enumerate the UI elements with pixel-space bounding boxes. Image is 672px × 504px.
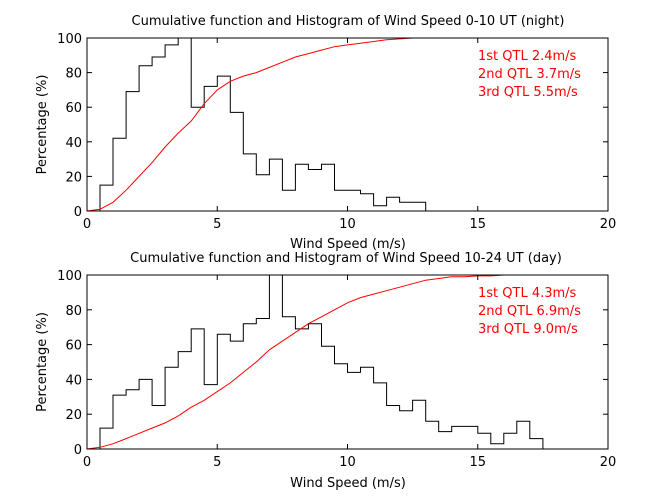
y-tick-label: 20 <box>65 170 82 185</box>
quartile-2-label: 2nd QTL 6.9m/s <box>478 304 581 319</box>
series-histogram <box>99 37 427 211</box>
x-tick-label: 20 <box>600 455 617 470</box>
series-cumulative-function <box>86 274 608 450</box>
axis-ticks: 0 5 10 15 20 0 20 40 60 80 100 <box>57 32 616 232</box>
y-tick-label: 80 <box>65 67 82 82</box>
chart-marks <box>86 274 608 450</box>
plot-area <box>87 275 608 449</box>
y-axis-label: Percentage (%) <box>35 75 50 175</box>
y-axis-label: Percentage (%) <box>35 312 50 412</box>
x-tick-label: 0 <box>83 217 91 232</box>
chart-day: Cumulative function and Histogram of Win… <box>35 251 616 491</box>
x-tick-label: 5 <box>213 455 221 470</box>
plot-area <box>87 38 608 211</box>
quartile-3-label: 3rd QTL 9.0m/s <box>478 322 578 337</box>
series-histogram <box>99 274 544 449</box>
y-tick-label: 20 <box>65 408 82 423</box>
x-axis-label: Wind Speed (m/s) <box>290 237 406 252</box>
y-tick-label: 60 <box>65 101 82 116</box>
y-tick-label: 40 <box>65 373 82 388</box>
x-tick-label: 10 <box>339 455 356 470</box>
chart-title: Cumulative function and Histogram of Win… <box>130 251 562 266</box>
y-tick-label: 60 <box>65 339 82 354</box>
y-tick-label: 40 <box>65 136 82 151</box>
quartile-1-label: 1st QTL 2.4m/s <box>478 49 577 64</box>
x-tick-label: 15 <box>469 217 486 232</box>
quartile-3-label: 3rd QTL 5.5m/s <box>478 85 578 100</box>
y-tick-label: 100 <box>57 269 82 284</box>
x-axis-label: Wind Speed (m/s) <box>290 476 406 491</box>
quartile-2-label: 2nd QTL 3.7m/s <box>478 67 581 82</box>
x-tick-label: 10 <box>339 217 356 232</box>
x-tick-label: 20 <box>600 217 617 232</box>
y-tick-label: 80 <box>65 304 82 319</box>
quartile-1-label: 1st QTL 4.3m/s <box>478 286 577 301</box>
chart-title: Cumulative function and Histogram of Win… <box>132 14 565 29</box>
x-tick-label: 15 <box>469 455 486 470</box>
x-tick-label: 5 <box>213 217 221 232</box>
chart-night: Cumulative function and Histogram of Win… <box>35 14 616 252</box>
x-tick-label: 0 <box>83 455 91 470</box>
y-tick-label: 0 <box>74 443 82 458</box>
y-tick-label: 100 <box>57 32 82 47</box>
axis-ticks: 0 5 10 15 20 0 20 40 60 80 100 <box>57 269 616 470</box>
y-tick-label: 0 <box>74 205 82 220</box>
